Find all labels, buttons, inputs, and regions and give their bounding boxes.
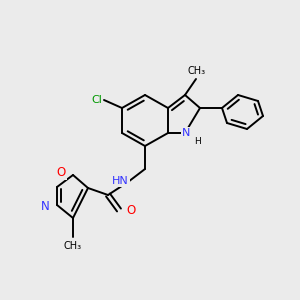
Text: N: N: [41, 200, 50, 214]
Text: CH₃: CH₃: [64, 241, 82, 251]
Text: O: O: [126, 203, 135, 217]
Text: N: N: [182, 128, 190, 138]
Text: CH₃: CH₃: [188, 66, 206, 76]
Text: HN: HN: [112, 176, 129, 186]
Text: H: H: [194, 137, 201, 146]
Text: O: O: [57, 167, 66, 179]
Text: Cl: Cl: [91, 95, 102, 105]
